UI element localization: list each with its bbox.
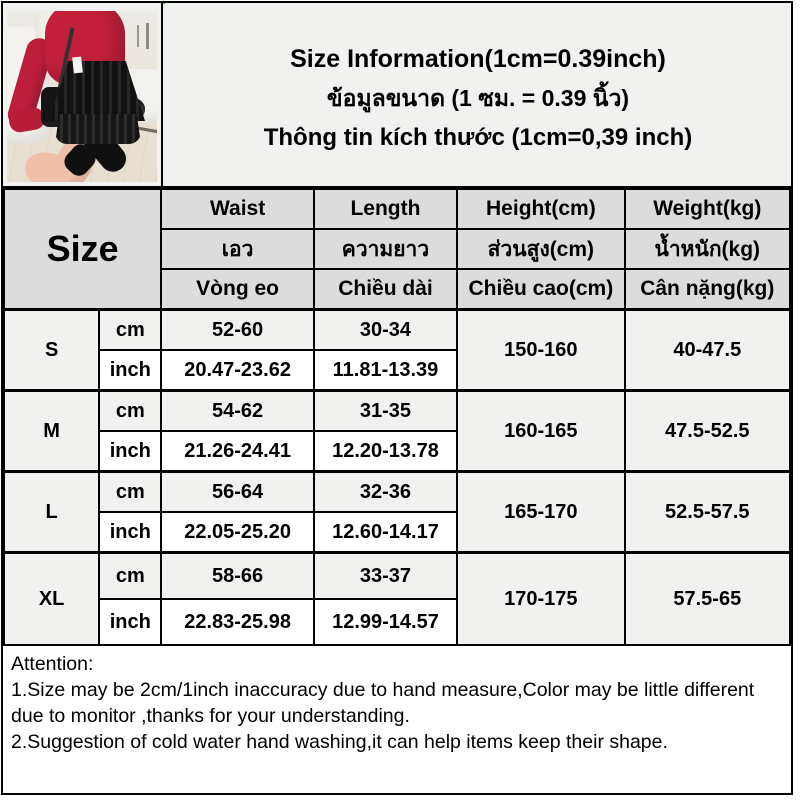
- col-header-weight: Weight(kg): [623, 188, 792, 230]
- l-waist-cm: 56-64: [160, 470, 315, 513]
- skirt-frill-shape: [55, 114, 141, 144]
- s-waist-inch: 20.47-23.62: [160, 349, 315, 392]
- table-row-s-inch: inch 20.47-23.62 11.81-13.39: [4, 349, 790, 392]
- m-length-cm: 31-35: [312, 389, 459, 432]
- m-weight: 47.5-52.5: [623, 389, 792, 473]
- attention-note-2: 2.Suggestion of cold water hand washing,…: [11, 731, 668, 753]
- table-header-row-en: Size Waist Length Height(cm) Weight(kg): [2, 188, 792, 311]
- page-title-thai: ข้อมูลขนาด (1 ซม. = 0.39 นิ้ว): [326, 85, 630, 111]
- s-length-inch: 11.81-13.39: [312, 349, 459, 392]
- attention-note-1: 1.Size may be 2cm/1inch inaccuracy due t…: [11, 679, 755, 727]
- s-weight: 40-47.5: [623, 308, 792, 392]
- xl-length-inch: 12.99-14.57: [312, 598, 459, 646]
- unit-label-inch: inch: [98, 511, 163, 554]
- unit-label-cm: cm: [98, 470, 163, 513]
- col-header-height-vi: Chiều cao(cm): [456, 268, 626, 311]
- unit-label-cm: cm: [98, 308, 163, 351]
- xl-waist-cm: 58-66: [160, 551, 315, 600]
- l-weight: 52.5-57.5: [623, 470, 792, 554]
- m-height: 160-165: [456, 389, 626, 473]
- l-height: 165-170: [456, 470, 626, 554]
- m-length-inch: 12.20-13.78: [312, 430, 459, 473]
- product-photo: [7, 11, 157, 182]
- title-block: Size Information(1cm=0.39inch) ข้อมูลขนา…: [165, 3, 791, 186]
- unit-label-cm: cm: [98, 551, 163, 600]
- table-row-l-inch: inch 22.05-25.20 12.60-14.17: [4, 511, 790, 554]
- table-row-l-cm: L cm 56-64 32-36 165-170 52.5-57.5: [2, 470, 792, 554]
- col-header-length-vi: Chiều dài: [312, 268, 459, 311]
- photo-cell: [3, 3, 163, 186]
- xl-length-cm: 33-37: [312, 551, 459, 600]
- xl-weight: 57.5-65: [623, 551, 792, 646]
- clothing-tag-shape: [72, 56, 83, 74]
- size-cell-m: M: [2, 389, 101, 473]
- size-cell-xl: XL: [2, 551, 101, 646]
- table-header-row-th: เอว ความยาว ส่วนสูง(cm) น้ำหนัก(kg): [4, 228, 792, 270]
- size-header: Size: [2, 188, 163, 311]
- table-header-row-vi: Vòng eo Chiều dài Chiều cao(cm) Cân nặng…: [4, 268, 792, 311]
- s-waist-cm: 52-60: [160, 308, 315, 351]
- col-header-height: Height(cm): [456, 188, 626, 230]
- table-row-s-cm: S cm 52-60 30-34 150-160 40-47.5: [2, 308, 792, 392]
- m-waist-cm: 54-62: [160, 389, 315, 432]
- col-header-weight-th: น้ำหนัก(kg): [623, 228, 792, 270]
- l-length-inch: 12.60-14.17: [312, 511, 459, 554]
- col-header-height-th: ส่วนสูง(cm): [456, 228, 626, 270]
- table-row-xl-inch: inch 22.83-25.98 12.99-14.57: [4, 598, 790, 646]
- furniture-leg-shape: [146, 23, 149, 49]
- furniture-leg-shape: [137, 25, 139, 47]
- unit-label-cm: cm: [98, 389, 163, 432]
- xl-waist-inch: 22.83-25.98: [160, 598, 315, 646]
- m-waist-inch: 21.26-24.41: [160, 430, 315, 473]
- xl-height: 170-175: [456, 551, 626, 646]
- s-height: 150-160: [456, 308, 626, 392]
- col-header-weight-vi: Cân nặng(kg): [623, 268, 792, 311]
- table-row-m-inch: inch 21.26-24.41 12.20-13.78: [4, 430, 790, 473]
- page-title-vietnamese: Thông tin kích thước (1cm=0,39 inch): [263, 124, 693, 151]
- col-header-length-th: ความยาว: [312, 228, 459, 270]
- size-cell-l: L: [2, 470, 101, 554]
- s-length-cm: 30-34: [312, 308, 459, 351]
- l-length-cm: 32-36: [312, 470, 459, 513]
- attention-section: Attention: 1.Size may be 2cm/1inch inacc…: [3, 646, 791, 755]
- table-row-m-cm: M cm 54-62 31-35 160-165 47.5-52.5: [2, 389, 792, 473]
- size-table: Size Waist Length Height(cm) Weight(kg) …: [2, 188, 792, 646]
- attention-heading: Attention:: [11, 653, 94, 675]
- col-header-length: Length: [312, 188, 459, 230]
- page-title: Size Information(1cm=0.39inch): [290, 45, 666, 73]
- col-header-waist: Waist: [160, 188, 315, 230]
- header-section: Size Information(1cm=0.39inch) ข้อมูลขนา…: [3, 3, 791, 188]
- table-row-xl-cm: XL cm 58-66 33-37 170-175 57.5-65: [2, 551, 792, 646]
- l-waist-inch: 22.05-25.20: [160, 511, 315, 554]
- unit-label-inch: inch: [98, 430, 163, 473]
- col-header-waist-vi: Vòng eo: [160, 268, 315, 311]
- unit-label-inch: inch: [98, 349, 163, 392]
- size-cell-s: S: [2, 308, 101, 392]
- col-header-waist-th: เอว: [160, 228, 315, 270]
- unit-label-inch: inch: [98, 598, 163, 646]
